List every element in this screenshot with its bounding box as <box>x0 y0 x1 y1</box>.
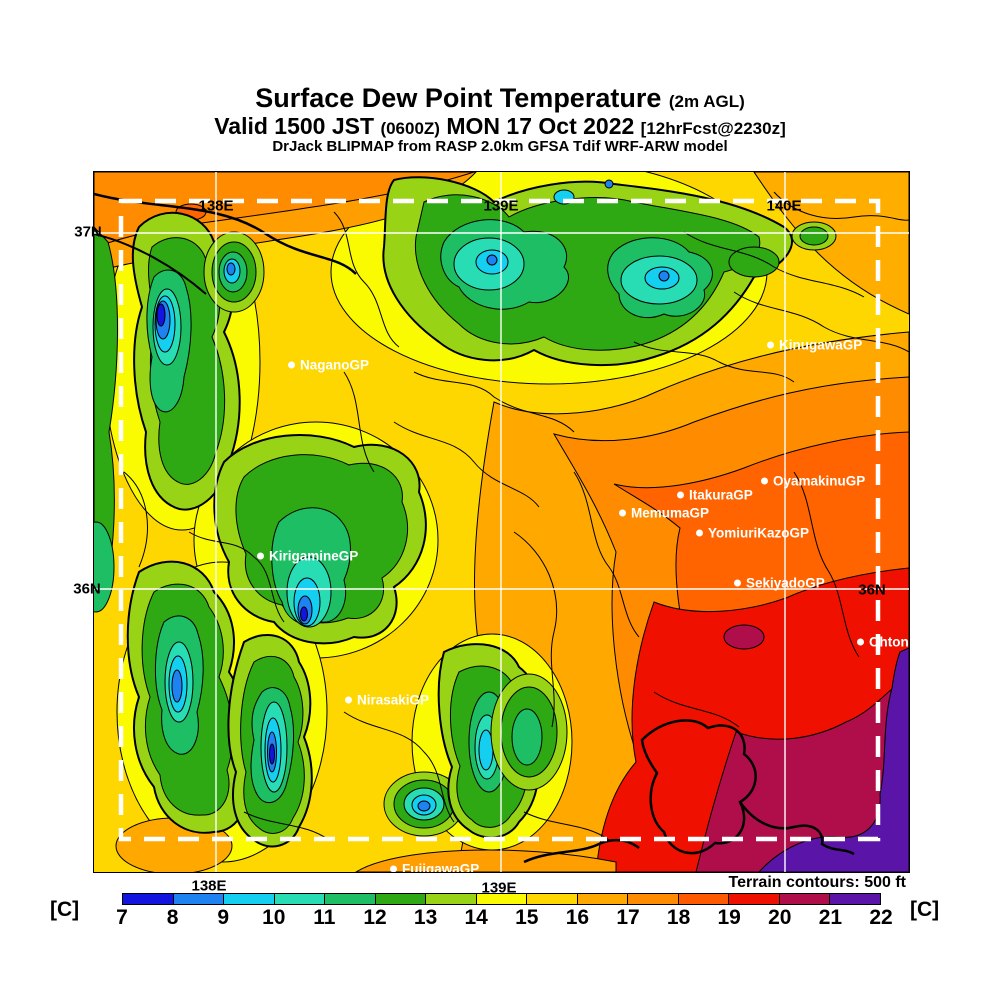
colorbar-segment-10 <box>274 894 326 904</box>
colorbar-tick-7: 7 <box>116 906 128 929</box>
terrain-note: Terrain contours: 500 ft <box>728 874 906 891</box>
colorbar-segment-9 <box>224 894 275 904</box>
colorbar-segment-7 <box>123 894 174 904</box>
station-label: KinugawaGP <box>779 337 863 353</box>
colorbar-tick-15: 15 <box>515 906 539 929</box>
station-label: KirigamineGP <box>269 548 359 564</box>
station-sekiyadogp: SekiyadoGP <box>734 576 825 591</box>
colorbar-segment-15 <box>527 894 578 904</box>
valid-date: MON 17 Oct 2022 <box>446 112 635 139</box>
colorbar-segment-20 <box>779 894 831 904</box>
colorbar-segment-16 <box>577 894 629 904</box>
station-kinugawagp: KinugawaGP <box>767 338 862 353</box>
station-naganogp: NaganoGP <box>288 358 369 373</box>
unit-label-right: [C] <box>910 898 940 921</box>
edge-label-37n: 37N <box>74 223 102 241</box>
station-oyamakinugp: OyamakinuGP <box>761 474 865 489</box>
station-nirasakigp: NirasakiGP <box>345 693 429 708</box>
station-label: YomiuriKazoGP <box>708 525 810 541</box>
grid-label-140e: 140E <box>766 197 802 215</box>
colorbar-segment-19 <box>729 894 780 904</box>
colorbar-segment-12 <box>375 894 427 904</box>
station-dot <box>345 696 352 704</box>
model-line: DrJack BLIPMAP from RASP 2.0km GFSA Tdif… <box>272 137 728 155</box>
colorbar <box>122 893 881 905</box>
station-label: ItakuraGP <box>689 487 753 503</box>
grid-label-138e: 138E <box>198 197 234 215</box>
colorbar-tick-16: 16 <box>565 906 590 929</box>
station-label: SekiyadoGP <box>746 575 825 591</box>
colorbar-tick-22: 22 <box>869 906 893 929</box>
valid-line: Valid 1500 JST (0600Z) MON 17 Oct 2022 [… <box>0 112 1000 139</box>
unit-label-left: [C] <box>50 898 80 921</box>
station-dot <box>761 477 768 485</box>
colorbar-tick-14: 14 <box>464 906 488 929</box>
lat-lon-gridlines <box>94 172 909 872</box>
colorbar-segment-21 <box>830 894 880 904</box>
station-dot <box>677 491 684 499</box>
colorbar-tick-18: 18 <box>666 906 691 929</box>
colorbar-tick-20: 20 <box>768 906 792 929</box>
domain-boundary-dashed <box>118 198 881 842</box>
station-label: NaganoGP <box>300 357 370 373</box>
colorbar-segment-14 <box>476 894 528 904</box>
colorbar-tick-12: 12 <box>363 906 387 929</box>
colorbar-tick-13: 13 <box>413 906 438 929</box>
header: Surface Dew Point Temperature (2m AGL) V… <box>0 84 1000 155</box>
station-dot <box>257 552 264 560</box>
grid-label-139e: 139E <box>483 197 519 215</box>
title-suffix: (2m AGL) <box>668 92 745 111</box>
colorbar-tick-17: 17 <box>616 906 640 929</box>
page-title: Surface Dew Point Temperature (2m AGL) <box>0 84 1000 113</box>
station-kirigaminegp: KirigamineGP <box>257 549 358 564</box>
title-main: Surface Dew Point Temperature <box>255 83 662 113</box>
coastline <box>523 719 855 864</box>
colorbar-segment-17 <box>628 894 679 904</box>
station-label: MemumaGP <box>631 505 710 521</box>
terrain-contour-graphic <box>94 172 909 872</box>
station-ohtonegp: OhtoneGP <box>857 634 909 650</box>
colorbar-segment-13 <box>426 894 477 904</box>
valid-fcst: [12hrFcst@2230z] <box>640 118 786 138</box>
edge-label-36n: 36N <box>73 580 101 598</box>
colorbar-tick-10: 10 <box>262 906 286 929</box>
station-dot <box>619 509 626 517</box>
edge-label-138e: 138E <box>191 877 227 895</box>
station-memumagp: MemumaGP <box>619 506 709 521</box>
station-label: FujigawaGP <box>402 861 480 873</box>
colorbar-tick-19: 19 <box>717 906 741 929</box>
colorbar-segment-18 <box>678 894 730 904</box>
station-dot <box>390 865 397 872</box>
station-dot <box>696 529 703 537</box>
station-itakuragp: ItakuraGP <box>677 488 753 503</box>
station-dot <box>288 361 295 369</box>
station-label: OhtoneGP <box>869 634 909 650</box>
colorbar-tick-11: 11 <box>313 906 336 929</box>
valid-prefix: Valid 1500 JST <box>214 112 375 139</box>
valid-zulu: (0600Z) <box>380 118 440 138</box>
edge-label-139e: 139E <box>481 879 517 897</box>
station-dot <box>767 341 774 349</box>
station-label: OyamakinuGP <box>773 473 866 489</box>
station-dot <box>857 638 864 646</box>
colorbar-tick-8: 8 <box>166 906 179 929</box>
grid-label-36n: 36N <box>858 581 886 599</box>
station-yomiurikazogp: YomiuriKazoGP <box>696 526 809 541</box>
dew-point-map: 138E 139E 140E 36N NaganoGP KinugawaGP Oyamak… <box>93 171 910 873</box>
station-fujigawagp: FujigawaGP <box>390 861 480 873</box>
station-dot <box>734 579 741 587</box>
station-label: NirasakiGP <box>357 692 430 708</box>
colorbar-tick-9: 9 <box>217 906 230 929</box>
colorbar-segment-8 <box>173 894 225 904</box>
colorbar-segment-11 <box>325 894 376 904</box>
colorbar-tick-21: 21 <box>818 906 843 929</box>
